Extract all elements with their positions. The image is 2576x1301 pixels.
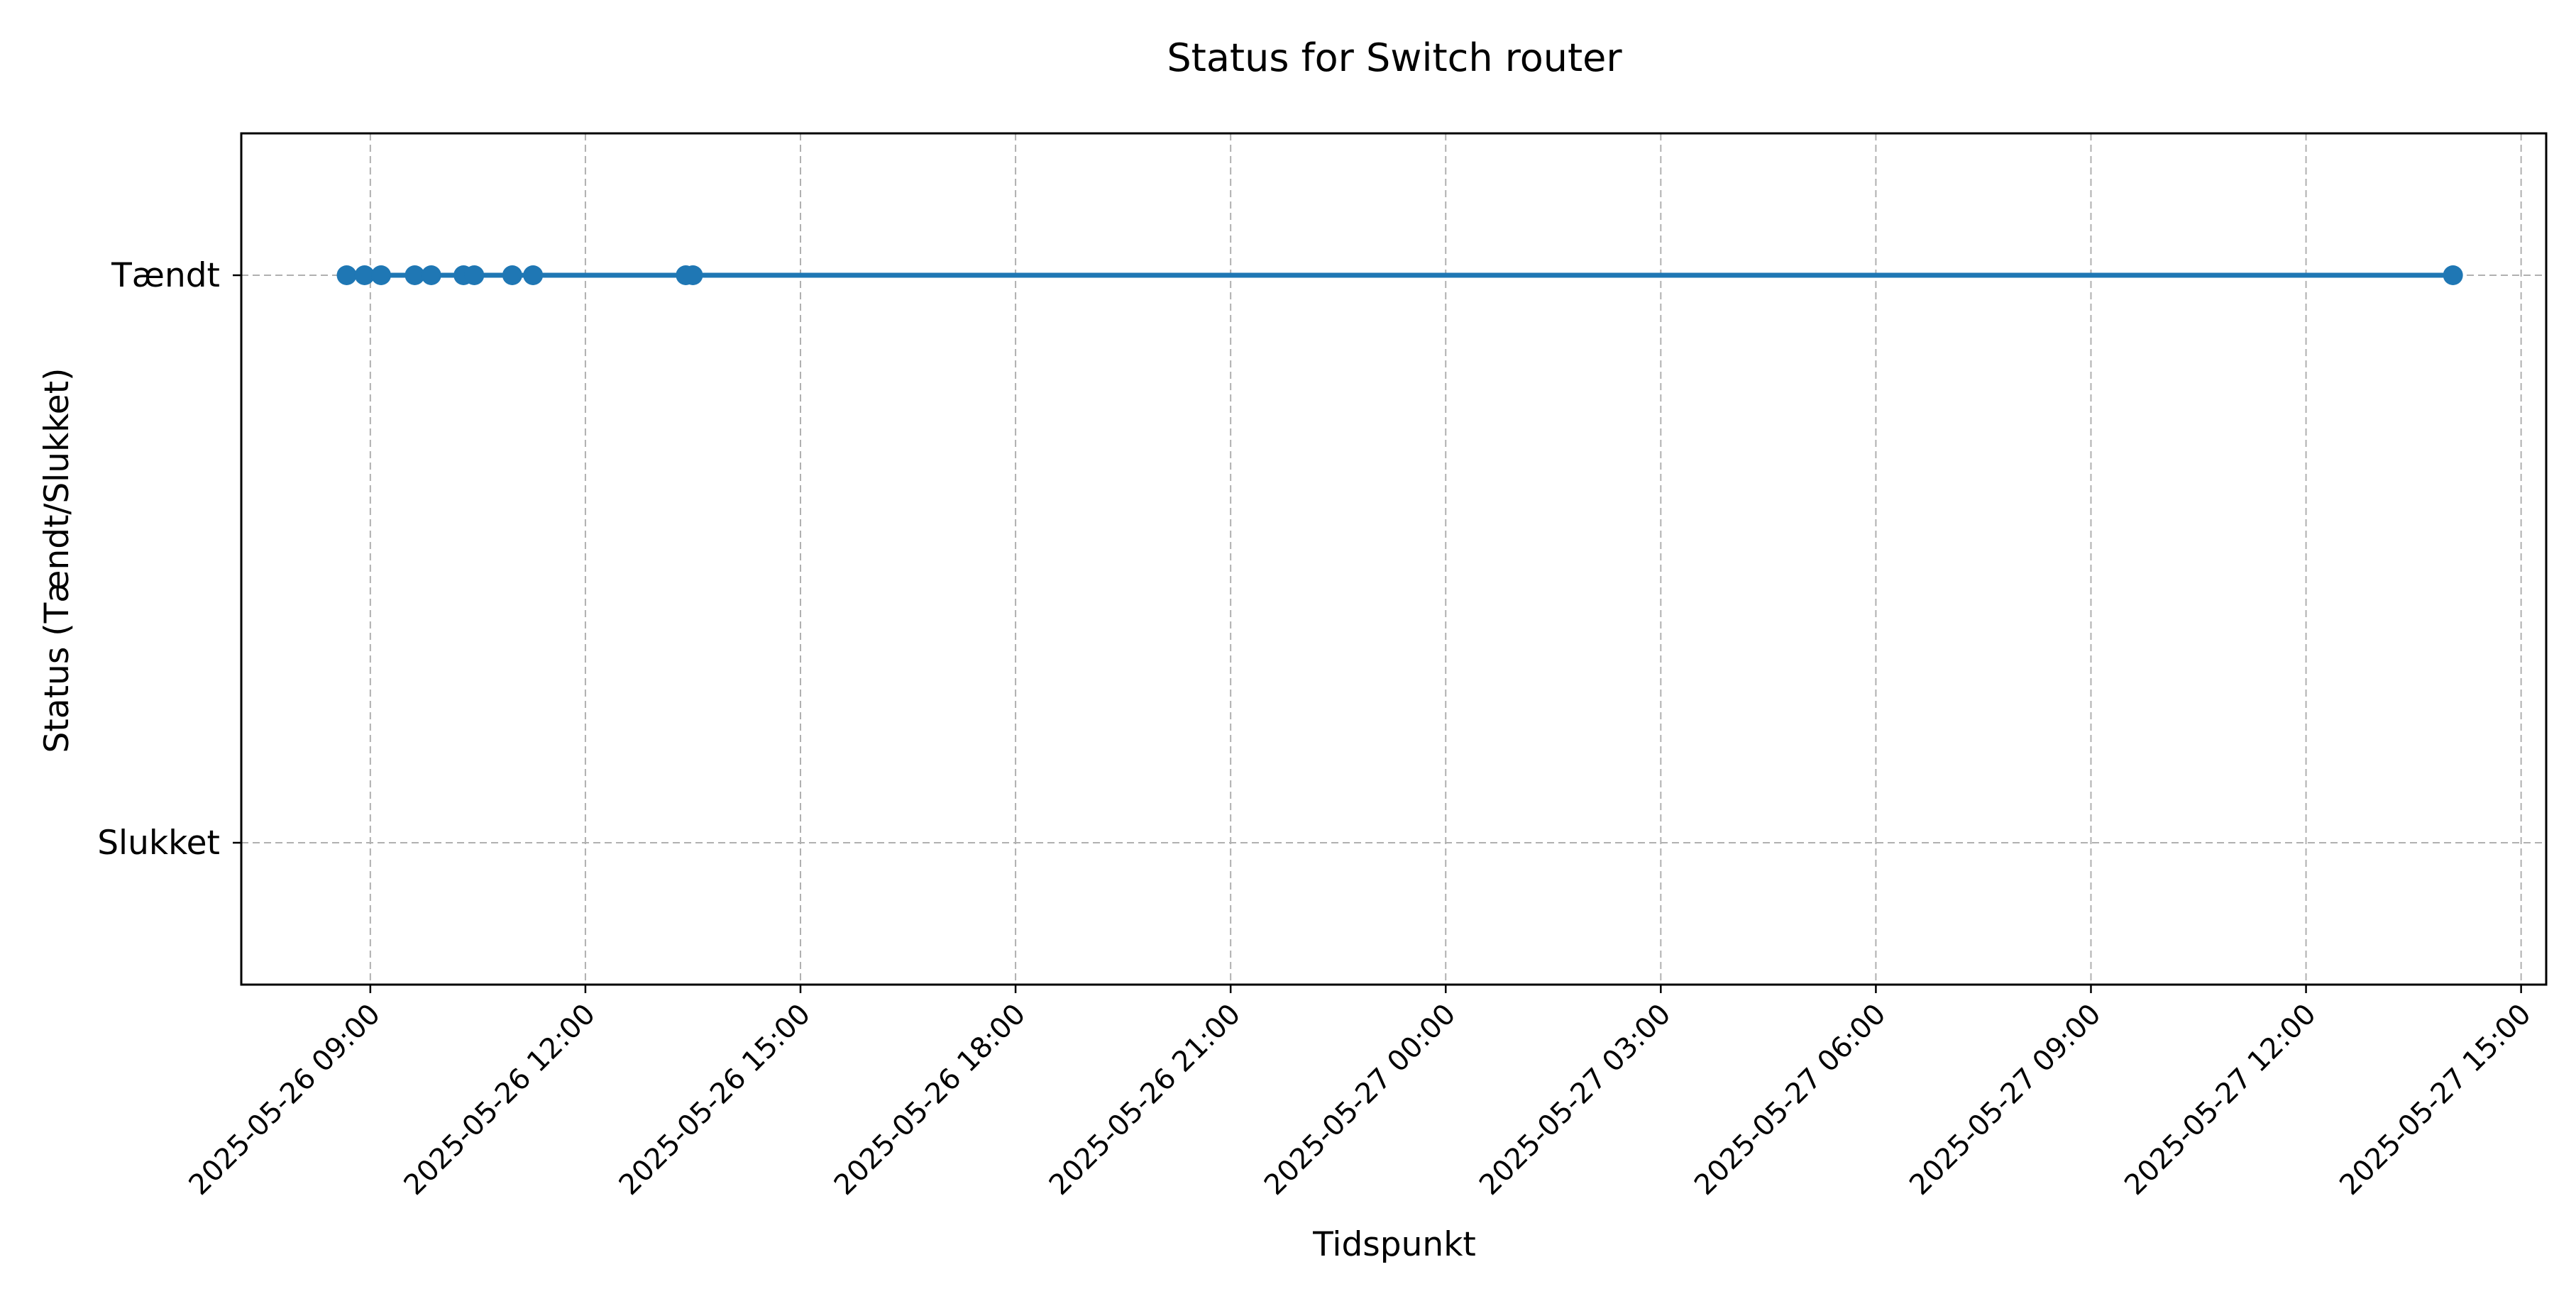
series-layer (336, 265, 2463, 285)
chart-title: Status for Switch router (1167, 35, 1622, 80)
x-axis-label: Tidspunkt (1312, 1225, 1476, 1264)
data-point (502, 265, 522, 285)
data-point (464, 265, 485, 285)
y-axis-label: Status (Tændt/Slukket) (38, 368, 77, 753)
data-point (371, 265, 392, 285)
y-tick-label: Tændt (111, 256, 220, 295)
data-point (2443, 265, 2463, 285)
data-point (336, 265, 357, 285)
plot-frame (240, 132, 2548, 986)
y-tick-label: Slukket (97, 824, 220, 863)
data-point (683, 265, 703, 285)
data-point (354, 265, 375, 285)
data-point (523, 265, 544, 285)
data-point (421, 265, 441, 285)
data-point (404, 265, 425, 285)
